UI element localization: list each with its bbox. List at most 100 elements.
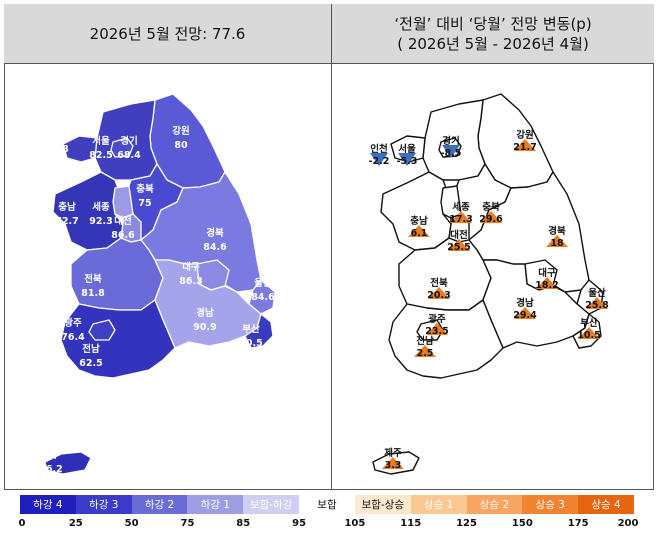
left-region-name: 대전	[114, 215, 131, 227]
legend-item: 하강 2	[131, 495, 188, 514]
region-gwangju	[88, 319, 116, 341]
region-jeju	[44, 451, 92, 475]
right-region-name: 울산	[588, 287, 606, 299]
up-arrow-icon	[428, 287, 450, 299]
legend-tick: 115	[400, 518, 422, 529]
left-region-value: 86.6	[111, 230, 135, 241]
left-region-name: 울산	[254, 277, 272, 289]
left-choropleth-map: 인천 67.8 서울 82.5 경기 68.4 강원 80 충북 75 충남 72.7 세종 92.3 대전…	[39, 93, 276, 475]
left-region-name: 부산	[242, 323, 260, 335]
legend-item: 상승 1	[410, 495, 467, 514]
left-region-name: 광주	[64, 317, 82, 329]
left-region-value: 68.4	[117, 150, 141, 161]
right-region-name: 광주	[428, 313, 446, 325]
left-region-value: 84.6	[251, 292, 275, 303]
right-region-name: 전남	[416, 335, 434, 347]
left-region-name: 전남	[82, 343, 100, 355]
region-sejong	[112, 185, 134, 219]
region-jeonnam	[60, 299, 176, 379]
up-arrow-icon	[514, 139, 536, 151]
right-region-name: 대구	[538, 267, 556, 279]
right-region-value: 17.3	[449, 214, 472, 225]
right-region-value: 29.4	[513, 310, 537, 321]
down-arrow-icon	[370, 153, 388, 166]
legend-tick: 85	[236, 518, 251, 529]
left-region-value: 81.8	[81, 288, 105, 299]
region-incheon	[62, 135, 98, 163]
region-seoul	[110, 137, 134, 158]
right-region-name: 부산	[580, 317, 598, 329]
legend-tick: 125	[456, 518, 477, 529]
left-region-name: 전북	[84, 273, 102, 285]
right-region-name: 충북	[482, 201, 500, 213]
legend-tick: 50	[124, 518, 139, 529]
left-region-name: 충북	[136, 183, 154, 195]
left-region-name: 강원	[172, 125, 189, 137]
legend-bar: 하강 4 하강 3 하강 2 하강 1 보합-하강 보합 보합-상승 상승 1 상승 2 상승 3…	[20, 495, 634, 514]
region-busan	[244, 313, 274, 349]
right-region-value: 25.8	[585, 300, 609, 311]
right-region-value: 21.7	[513, 142, 536, 153]
left-region-value: 82.5	[89, 150, 112, 161]
legend-tick: 175	[567, 518, 589, 529]
up-arrow-icon	[414, 345, 436, 357]
legend-item: 보합	[299, 495, 355, 514]
right-region-value: 10.5	[577, 330, 600, 341]
legend-tick: 105	[344, 518, 366, 529]
right-region-value: 3.3	[385, 460, 402, 471]
left-region-value: 92.3	[89, 216, 112, 227]
right-region-name: 대전	[450, 229, 467, 241]
up-arrow-icon	[546, 235, 568, 247]
legend-tick-labels: 0 25 50 75 85 95 105 115 125 150 175 200	[0, 518, 658, 532]
right-region-name: 강원	[516, 129, 533, 141]
left-region-value: 75	[138, 198, 151, 209]
left-region-value: 80	[174, 140, 188, 151]
up-arrow-icon	[448, 239, 470, 251]
legend-tick: 0	[18, 518, 26, 529]
region-incheon	[390, 135, 426, 163]
right-region-name: 제주	[384, 447, 402, 459]
right-panel-title-line2: ( 2026년 5월 - 2026년 4월)	[397, 34, 589, 53]
right-panel-header: ‘전월’ 대비 ‘당월’ 전망 변동(p) ( 2026년 5월 - 2026년…	[332, 4, 654, 64]
right-region-value: 18.2	[535, 280, 558, 291]
legend-item: 보합-하강	[243, 495, 300, 514]
up-arrow-icon	[408, 225, 430, 237]
right-region-name: 충남	[410, 215, 428, 227]
legend-item: 보합-상승	[354, 495, 411, 514]
legend-item: 하강 4	[20, 495, 76, 514]
left-region-name: 경기	[120, 135, 137, 147]
legend-tick: 200	[617, 518, 639, 529]
down-arrow-icon	[442, 145, 460, 158]
legend-item: 하강 3	[75, 495, 132, 514]
up-arrow-icon	[382, 457, 404, 469]
left-region-name: 인천	[48, 130, 65, 141]
left-region-value: 76.4	[61, 332, 85, 343]
up-arrow-icon	[450, 211, 472, 223]
right-region-name: 경기	[442, 135, 459, 147]
up-arrow-icon	[480, 211, 502, 223]
legend-tick: 95	[292, 518, 307, 529]
left-region-name: 경남	[196, 307, 214, 319]
panel-divider	[331, 4, 332, 490]
right-region-value: -2.2	[369, 156, 390, 167]
legend-item: 하강 1	[187, 495, 244, 514]
right-region-name: 인천	[370, 144, 387, 155]
left-region-value: 62.5	[79, 358, 102, 369]
up-arrow-icon	[586, 297, 608, 309]
left-region-value: 90.9	[193, 322, 216, 333]
left-region-value: 70.5	[239, 338, 262, 349]
legend-tick: 25	[68, 518, 83, 529]
left-region-value: 67.8	[45, 144, 69, 155]
right-region-value: -5.3	[397, 156, 418, 167]
left-panel-title: 2026년 5월 전망: 77.6	[89, 24, 246, 43]
down-arrow-icon	[398, 153, 416, 166]
left-panel-header: 2026년 5월 전망: 77.6	[4, 4, 331, 64]
right-region-name: 전북	[430, 277, 448, 289]
region-jeonnam	[388, 299, 504, 379]
right-change-map: 인천-2.2서울-5.3경기-8.5강원21.7충남6.1세종17.3충북29.…	[369, 93, 609, 475]
right-region-name: 서울	[398, 143, 416, 155]
right-region-value: 2.5	[417, 348, 434, 359]
left-region-name: 대구	[182, 261, 200, 273]
up-arrow-icon	[578, 327, 600, 339]
legend-item: 상승 2	[466, 495, 523, 514]
